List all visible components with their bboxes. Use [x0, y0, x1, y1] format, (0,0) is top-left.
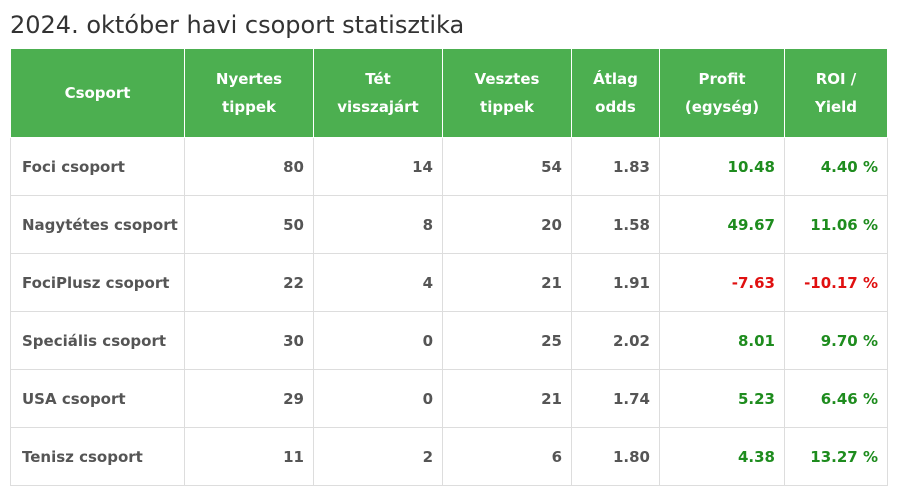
column-header-roi-yield: ROI / Yield	[784, 48, 888, 138]
profit-cell: 49.67	[659, 195, 785, 254]
profit-cell: 5.23	[659, 369, 785, 428]
stats-table: Csoport Nyertes tippek Tét visszajárt Ve…	[10, 48, 888, 486]
group-name-cell: Tenisz csoport	[10, 427, 185, 486]
page-title: 2024. október havi csoport statisztika	[10, 11, 465, 39]
roi-cell: 4.40 %	[784, 137, 888, 196]
refunded-cell: 4	[313, 253, 443, 312]
refunded-cell: 0	[313, 369, 443, 428]
won-tips-cell: 30	[184, 311, 314, 370]
avg-odds-cell: 2.02	[571, 311, 660, 370]
roi-cell: 13.27 %	[784, 427, 888, 486]
profit-cell: 8.01	[659, 311, 785, 370]
lost-tips-cell: 54	[442, 137, 572, 196]
roi-cell: 9.70 %	[784, 311, 888, 370]
won-tips-cell: 80	[184, 137, 314, 196]
profit-cell: -7.63	[659, 253, 785, 312]
refunded-cell: 0	[313, 311, 443, 370]
column-header-vesztes-tippek: Vesztes tippek	[442, 48, 572, 138]
avg-odds-cell: 1.83	[571, 137, 660, 196]
table-header-row: Csoport Nyertes tippek Tét visszajárt Ve…	[10, 48, 888, 138]
column-header-nyertes-tippek: Nyertes tippek	[184, 48, 314, 138]
won-tips-cell: 29	[184, 369, 314, 428]
lost-tips-cell: 21	[442, 369, 572, 428]
refunded-cell: 14	[313, 137, 443, 196]
avg-odds-cell: 1.74	[571, 369, 660, 428]
column-header-tet-visszajart: Tét visszajárt	[313, 48, 443, 138]
column-header-csoport: Csoport	[10, 48, 185, 138]
table-row: FociPlusz csoport 22 4 21 1.91 -7.63 -10…	[10, 253, 888, 312]
group-name-cell: Nagytétes csoport	[10, 195, 185, 254]
lost-tips-cell: 6	[442, 427, 572, 486]
table-row: Foci csoport 80 14 54 1.83 10.48 4.40 %	[10, 137, 888, 196]
refunded-cell: 8	[313, 195, 443, 254]
roi-cell: -10.17 %	[784, 253, 888, 312]
lost-tips-cell: 25	[442, 311, 572, 370]
profit-cell: 10.48	[659, 137, 785, 196]
refunded-cell: 2	[313, 427, 443, 486]
lost-tips-cell: 20	[442, 195, 572, 254]
group-name-cell: FociPlusz csoport	[10, 253, 185, 312]
lost-tips-cell: 21	[442, 253, 572, 312]
roi-cell: 6.46 %	[784, 369, 888, 428]
group-name-cell: Foci csoport	[10, 137, 185, 196]
avg-odds-cell: 1.58	[571, 195, 660, 254]
avg-odds-cell: 1.91	[571, 253, 660, 312]
table-row: Tenisz csoport 11 2 6 1.80 4.38 13.27 %	[10, 427, 888, 486]
group-name-cell: Speciális csoport	[10, 311, 185, 370]
table-row: Nagytétes csoport 50 8 20 1.58 49.67 11.…	[10, 195, 888, 254]
won-tips-cell: 22	[184, 253, 314, 312]
table-row: USA csoport 29 0 21 1.74 5.23 6.46 %	[10, 369, 888, 428]
avg-odds-cell: 1.80	[571, 427, 660, 486]
won-tips-cell: 11	[184, 427, 314, 486]
profit-cell: 4.38	[659, 427, 785, 486]
column-header-atlag-odds: Átlag odds	[571, 48, 660, 138]
won-tips-cell: 50	[184, 195, 314, 254]
column-header-profit: Profit (egység)	[659, 48, 785, 138]
group-name-cell: USA csoport	[10, 369, 185, 428]
roi-cell: 11.06 %	[784, 195, 888, 254]
table-row: Speciális csoport 30 0 25 2.02 8.01 9.70…	[10, 311, 888, 370]
